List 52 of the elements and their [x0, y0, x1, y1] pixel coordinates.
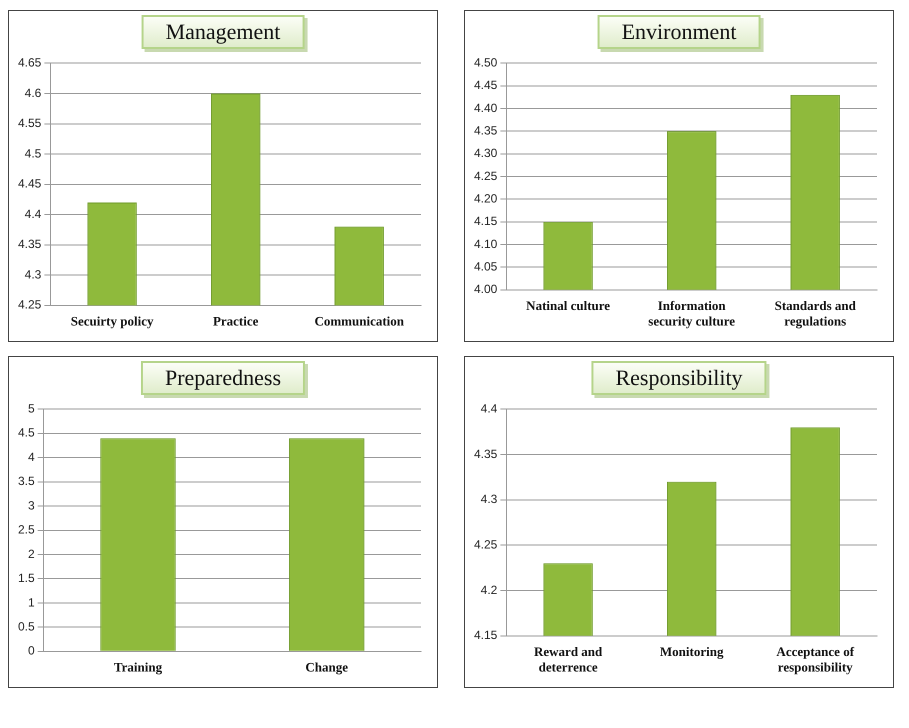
- y-tick-label: 2: [28, 546, 35, 561]
- y-tick-label: 2.5: [18, 522, 35, 537]
- y-tick-label: 4.30: [474, 146, 498, 160]
- y-tick-label: 4.4: [24, 206, 42, 221]
- y-tick-label: 4.00: [474, 282, 498, 296]
- y-tick-label: 4.10: [474, 236, 498, 251]
- x-tick-label: Natinal culture: [526, 298, 610, 313]
- y-tick-label: 4.45: [18, 176, 42, 191]
- x-tick-label: Change: [305, 660, 348, 675]
- y-tick-label: 4.20: [474, 191, 498, 206]
- y-tick-label: 4.55: [18, 116, 42, 130]
- y-tick-label: 4.45: [474, 78, 498, 92]
- y-tick-label: 4.25: [18, 298, 42, 312]
- x-tick-label: Secuirty policy: [70, 314, 154, 329]
- y-tick-label: 4.3: [24, 267, 42, 282]
- y-tick-label: 4.50: [474, 56, 498, 70]
- y-tick-label: 4.5: [24, 146, 42, 160]
- y-tick-label: 4.6: [24, 86, 42, 100]
- y-tick-label: 3: [28, 498, 35, 512]
- y-tick-label: 5: [28, 402, 35, 416]
- x-tick-label: Reward and deterrence: [534, 644, 604, 675]
- y-tick-label: 1.5: [18, 571, 35, 586]
- y-tick-label: 4.4: [480, 402, 498, 416]
- y-tick-label: 0: [28, 644, 35, 658]
- y-tick-label: 1: [28, 595, 35, 610]
- chart-title: Preparedness: [140, 361, 306, 395]
- x-tick-label: Practice: [212, 314, 259, 329]
- y-tick-label: 4.15: [474, 214, 498, 228]
- chart-title: Environment: [598, 15, 760, 49]
- x-tick-label: Training: [114, 660, 163, 675]
- x-tick-label: Information security culture: [648, 298, 736, 329]
- y-tick-label: 4.05: [474, 259, 498, 274]
- y-tick-label: 4.35: [18, 237, 42, 252]
- chart-title: Responsibility: [591, 361, 767, 395]
- x-tick-label: Standards and regulations: [774, 298, 857, 329]
- y-tick-label: 4.25: [474, 537, 498, 552]
- y-tick-label: 4.40: [474, 100, 498, 115]
- y-tick-label: 3.5: [18, 474, 35, 488]
- y-tick-label: 4.35: [474, 446, 498, 461]
- y-tick-label: 4.3: [480, 492, 498, 506]
- y-tick-label: 0.5: [18, 619, 35, 634]
- y-tick-label: 4.5: [18, 426, 35, 440]
- y-tick-label: 4.65: [18, 56, 42, 70]
- y-tick-label: 4.25: [474, 168, 498, 183]
- chart-title: Management: [142, 15, 304, 49]
- y-tick-label: 4.35: [474, 123, 498, 138]
- y-tick-label: 4.2: [480, 582, 498, 597]
- y-tick-label: 4.15: [474, 628, 498, 642]
- x-tick-label: Acceptance of responsibility: [776, 644, 855, 675]
- x-tick-label: Monitoring: [660, 644, 724, 659]
- y-tick-label: 4: [28, 450, 35, 464]
- x-tick-label: Communication: [314, 314, 405, 329]
